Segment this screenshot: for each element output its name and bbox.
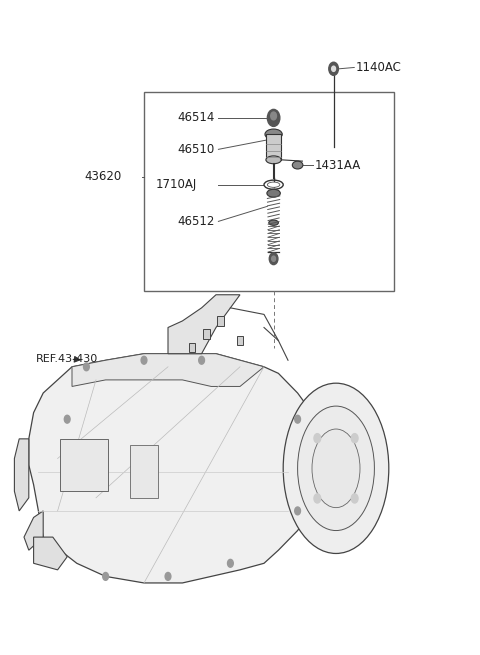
Polygon shape <box>34 537 67 570</box>
Polygon shape <box>168 295 240 354</box>
Bar <box>237 336 243 345</box>
Ellipse shape <box>298 406 374 531</box>
Circle shape <box>272 256 276 261</box>
Bar <box>266 134 281 160</box>
Circle shape <box>269 253 278 265</box>
Circle shape <box>103 572 108 580</box>
Circle shape <box>329 62 338 75</box>
Circle shape <box>351 494 358 503</box>
Text: 46510: 46510 <box>178 143 215 156</box>
Circle shape <box>228 559 233 567</box>
Ellipse shape <box>292 161 303 169</box>
Ellipse shape <box>267 182 280 187</box>
Polygon shape <box>29 354 326 583</box>
Circle shape <box>314 494 321 503</box>
Polygon shape <box>24 511 43 550</box>
Text: REF.43-430: REF.43-430 <box>36 354 98 364</box>
Ellipse shape <box>283 383 389 553</box>
Ellipse shape <box>269 220 278 225</box>
Circle shape <box>267 109 280 126</box>
Circle shape <box>141 356 147 364</box>
Circle shape <box>84 363 89 371</box>
Polygon shape <box>72 354 264 386</box>
Ellipse shape <box>265 129 282 140</box>
Circle shape <box>64 415 70 423</box>
Circle shape <box>295 415 300 423</box>
Circle shape <box>271 112 276 120</box>
Ellipse shape <box>266 156 281 164</box>
Ellipse shape <box>264 180 283 189</box>
Text: 1431AA: 1431AA <box>314 159 360 172</box>
Circle shape <box>332 66 336 71</box>
Circle shape <box>351 434 358 443</box>
Text: 1710AJ: 1710AJ <box>156 178 197 191</box>
Text: 43620: 43620 <box>84 170 121 183</box>
Ellipse shape <box>312 429 360 508</box>
Polygon shape <box>14 439 29 511</box>
Circle shape <box>295 507 300 515</box>
Text: 46512: 46512 <box>178 215 215 228</box>
Circle shape <box>314 434 321 443</box>
Bar <box>217 316 224 326</box>
Bar <box>203 329 210 339</box>
Circle shape <box>64 481 70 489</box>
Bar <box>60 439 108 491</box>
Bar <box>189 343 195 352</box>
Bar <box>130 445 158 498</box>
Circle shape <box>199 356 204 364</box>
Circle shape <box>165 572 171 580</box>
Bar <box>144 92 394 291</box>
Ellipse shape <box>267 189 280 197</box>
Text: 46514: 46514 <box>178 111 215 124</box>
Text: 1140AC: 1140AC <box>355 61 401 74</box>
